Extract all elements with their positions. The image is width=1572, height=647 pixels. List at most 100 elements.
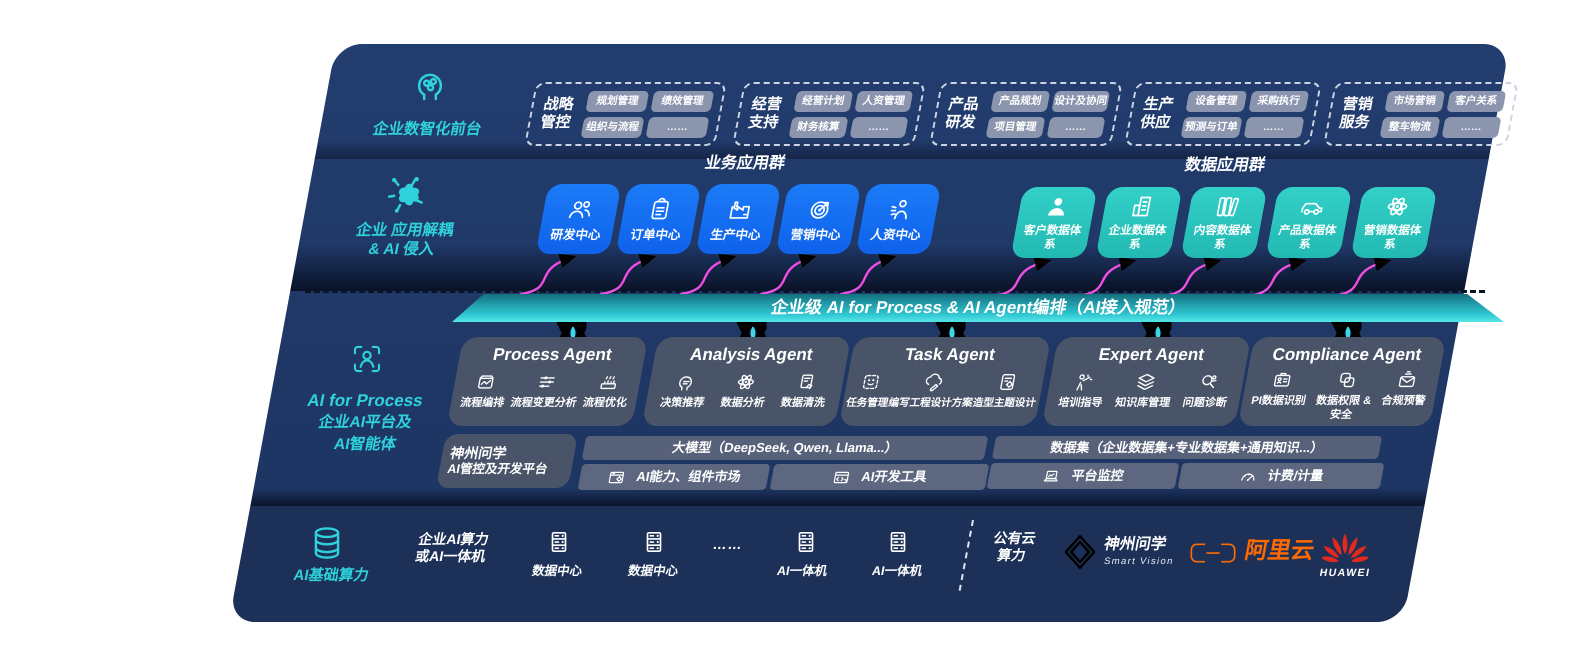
group-label: 经营支持 xyxy=(746,96,784,131)
agent-card-task: Task Agent 任务管理 编写工程设计方案 造型主题设计 xyxy=(838,337,1052,426)
layer-shadow-3 xyxy=(250,488,1428,506)
huawei-logo-icon xyxy=(1322,530,1368,565)
agent-item-label: 问题诊断 xyxy=(1181,397,1228,410)
agent-item-label: 数据清洗 xyxy=(779,397,826,410)
app-label: 研发中心 xyxy=(549,227,602,242)
dev-tools-label: AI开发工具 xyxy=(860,469,928,485)
app-layer-label-line1: 企业 应用解耦 xyxy=(354,222,456,239)
agent-item-label: 数据权限 & 安全 xyxy=(1314,395,1373,421)
dev-tools-chip: AI开发工具 xyxy=(769,464,990,490)
sliders-icon xyxy=(534,371,560,393)
app-label: 营销数据体系 xyxy=(1362,225,1423,251)
monitor-icon xyxy=(1041,467,1064,486)
infra-label: AI基础算力 xyxy=(292,567,371,584)
agent-item: 数据分析 xyxy=(719,371,770,410)
compute-line2: 或AI一体机 xyxy=(414,547,487,564)
compute-line1: 企业AI算力 xyxy=(417,531,491,547)
app-layer-label-line2: & AI 侵入 xyxy=(366,240,436,258)
agent-title: Analysis Agent xyxy=(688,345,815,364)
orchestration-band-text: 企业级 AI for Process & AI Agent编排（AI接入规范） xyxy=(769,297,1188,317)
business-app-production-center: 生产中心 xyxy=(695,184,782,254)
chip: 客户关系 xyxy=(1445,90,1507,112)
agent-item: PI数据识别 xyxy=(1250,369,1312,408)
layers-icon xyxy=(1133,371,1159,393)
building-icon xyxy=(1126,193,1158,220)
monitor-label: 平台监控 xyxy=(1070,468,1125,484)
decision-icon xyxy=(673,371,699,393)
data-app-marketing: 营销数据体系 xyxy=(1350,187,1438,258)
public-cloud-label: 公有云 算力 xyxy=(970,530,1056,564)
id-card-icon xyxy=(1269,369,1295,391)
chip: …… xyxy=(1441,116,1502,138)
group-label: 战略管控 xyxy=(538,96,576,131)
chip: 设备管理 xyxy=(1185,90,1247,112)
front-office-group-supply: 生产供应 设备管理 采购执行 预测与订单 …… xyxy=(1124,82,1322,146)
chip: 设计及协同 xyxy=(1050,90,1111,112)
clean-icon xyxy=(794,371,820,393)
agent-item-label: 流程编排 xyxy=(458,397,506,410)
agent-item-label: 决策推荐 xyxy=(658,397,706,410)
smart-vision-sub: Smart Vision xyxy=(1103,556,1175,567)
agent-card-analysis: Analysis Agent 决策推荐 数据分析 数据清洗 xyxy=(641,337,852,426)
app-label: 人资中心 xyxy=(869,227,922,242)
chip: 产品规划 xyxy=(990,90,1050,112)
app-label: 产品数据体系 xyxy=(1277,225,1338,251)
group-label: 产品研发 xyxy=(943,96,981,131)
agent-item: 流程编排 xyxy=(459,371,510,410)
group-label: 营销服务 xyxy=(1337,96,1375,131)
agent-item-label: 编写工程设计方案 xyxy=(887,397,974,410)
alert-icon xyxy=(1394,369,1420,391)
atom-icon xyxy=(733,371,759,393)
books-icon xyxy=(1211,193,1243,220)
cloud-pen-icon xyxy=(921,371,947,393)
agent-item: 数据权限 & 安全 xyxy=(1308,369,1382,421)
app-label: 订单中心 xyxy=(629,227,682,242)
chip: …… xyxy=(1046,116,1106,138)
gauge-icon xyxy=(1237,467,1260,486)
node-label: 数据中心 xyxy=(530,564,584,578)
agent-item-label: 流程优化 xyxy=(581,397,628,410)
agent-item: 知识库管理 xyxy=(1114,371,1176,410)
chip: 财务核算 xyxy=(788,116,849,138)
front-office-group-operations: 经营支持 经营计划 人资管理 财务核算 …… xyxy=(732,82,926,146)
group-label: 生产供应 xyxy=(1138,96,1176,131)
optimize-icon xyxy=(596,371,622,393)
data-app-product: 产品数据体系 xyxy=(1265,187,1353,258)
monitor-chip: 平台监控 xyxy=(986,463,1180,489)
business-app-marketing-center: 营销中心 xyxy=(775,184,862,254)
data-app-content: 内容数据体系 xyxy=(1180,187,1268,258)
ai-layer-label-line2: 企业AI平台及 xyxy=(317,414,414,431)
enterprise-compute-label: 企业AI算力 或AI一体机 xyxy=(397,531,507,565)
agent-item: 问题诊断 xyxy=(1181,371,1232,410)
node-label: AI一体机 xyxy=(775,564,829,578)
agent-item: 数据清洗 xyxy=(779,371,830,410)
chip: …… xyxy=(1243,116,1305,138)
smart-vision-name: 神州问学 xyxy=(1102,536,1168,553)
front-office-group-strategy: 战略管控 规划管理 绩效管理 组织与流程 …… xyxy=(524,82,727,146)
permission-icon xyxy=(1334,369,1360,391)
agent-title: Task Agent xyxy=(903,345,997,364)
server-icon xyxy=(793,526,819,558)
front-office-label: 企业数智化前台 xyxy=(371,121,483,138)
hr-icon xyxy=(884,196,916,223)
orchestration-band: 企业级 AI for Process & AI Agent编排（AI接入规范） xyxy=(452,294,1504,322)
alibaba-cloud-name: 阿里云 xyxy=(1242,537,1317,563)
app-label: 内容数据体系 xyxy=(1192,225,1253,251)
agent-item-label: 造型主题设计 xyxy=(971,397,1037,410)
agent-card-compliance: Compliance Agent PI数据识别 数据权限 & 安全 合规预警 xyxy=(1237,337,1447,426)
billing-chip: 计费/计量 xyxy=(1177,463,1385,489)
chip: 人资管理 xyxy=(853,90,914,112)
chip: 规划管理 xyxy=(585,90,650,112)
agent-item-label: 培训指导 xyxy=(1057,397,1104,410)
layer-divider-dashed-line xyxy=(305,290,1485,293)
clipboard-icon xyxy=(644,196,676,223)
chip: 组织与流程 xyxy=(580,116,645,138)
ellipsis-nodes: …… xyxy=(711,536,745,552)
agent-item: 流程优化 xyxy=(581,371,632,410)
training-icon xyxy=(1071,371,1097,393)
chip: …… xyxy=(849,116,909,138)
agent-item: 合规预警 xyxy=(1380,369,1431,408)
app-label: 生产中心 xyxy=(709,227,762,242)
app-label: 企业数据体系 xyxy=(1107,225,1168,251)
